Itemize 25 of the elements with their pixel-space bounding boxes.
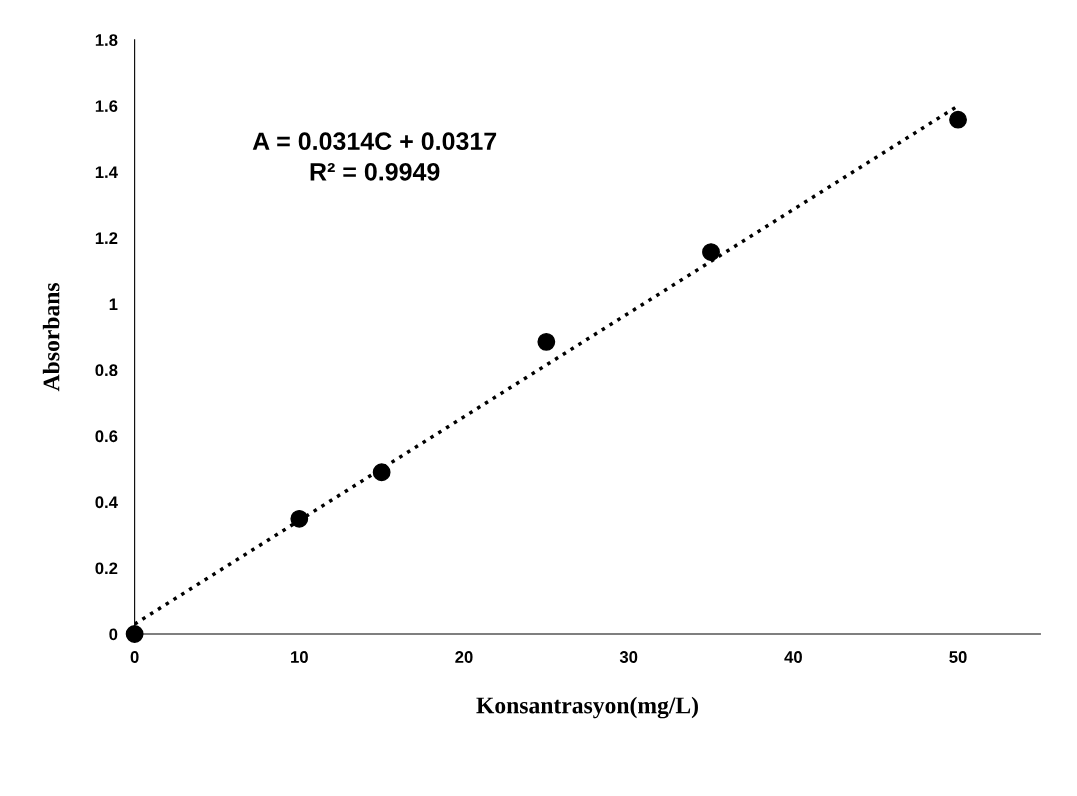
y-tick-label: 0.8 (95, 364, 118, 377)
y-tick-label: 1.6 (95, 100, 118, 113)
x-tick-label: 40 (784, 651, 802, 663)
y-tick-label: 1.2 (95, 232, 118, 244)
x-axis-title: Konsantrasyon(mg/L) (476, 696, 698, 719)
x-tick-label: 50 (949, 651, 967, 663)
point (125, 625, 144, 643)
point (949, 110, 967, 129)
point (702, 243, 720, 261)
y-axis-title: Absorbans (42, 283, 60, 392)
y-tick-label: 1.4 (95, 166, 118, 178)
y-tick-label: 1 (109, 298, 118, 310)
x-tick-label: 0 (130, 651, 139, 663)
y-tick-label: 0 (109, 628, 118, 641)
y-tick-label: 0.2 (95, 562, 118, 575)
x-tick-label: 30 (619, 651, 638, 663)
annotation: A = 0.0314C + 0.0317 R² = 0.9949 (252, 132, 497, 181)
point (290, 509, 309, 528)
point (372, 463, 391, 482)
y-tick-label: 0.4 (95, 496, 118, 509)
point (537, 332, 556, 351)
x-tick-label: 20 (455, 651, 473, 663)
y-tick-label: 1.8 (95, 34, 118, 46)
y-tick-label: 0.6 (95, 430, 118, 443)
x-tick-label: 10 (291, 651, 308, 663)
